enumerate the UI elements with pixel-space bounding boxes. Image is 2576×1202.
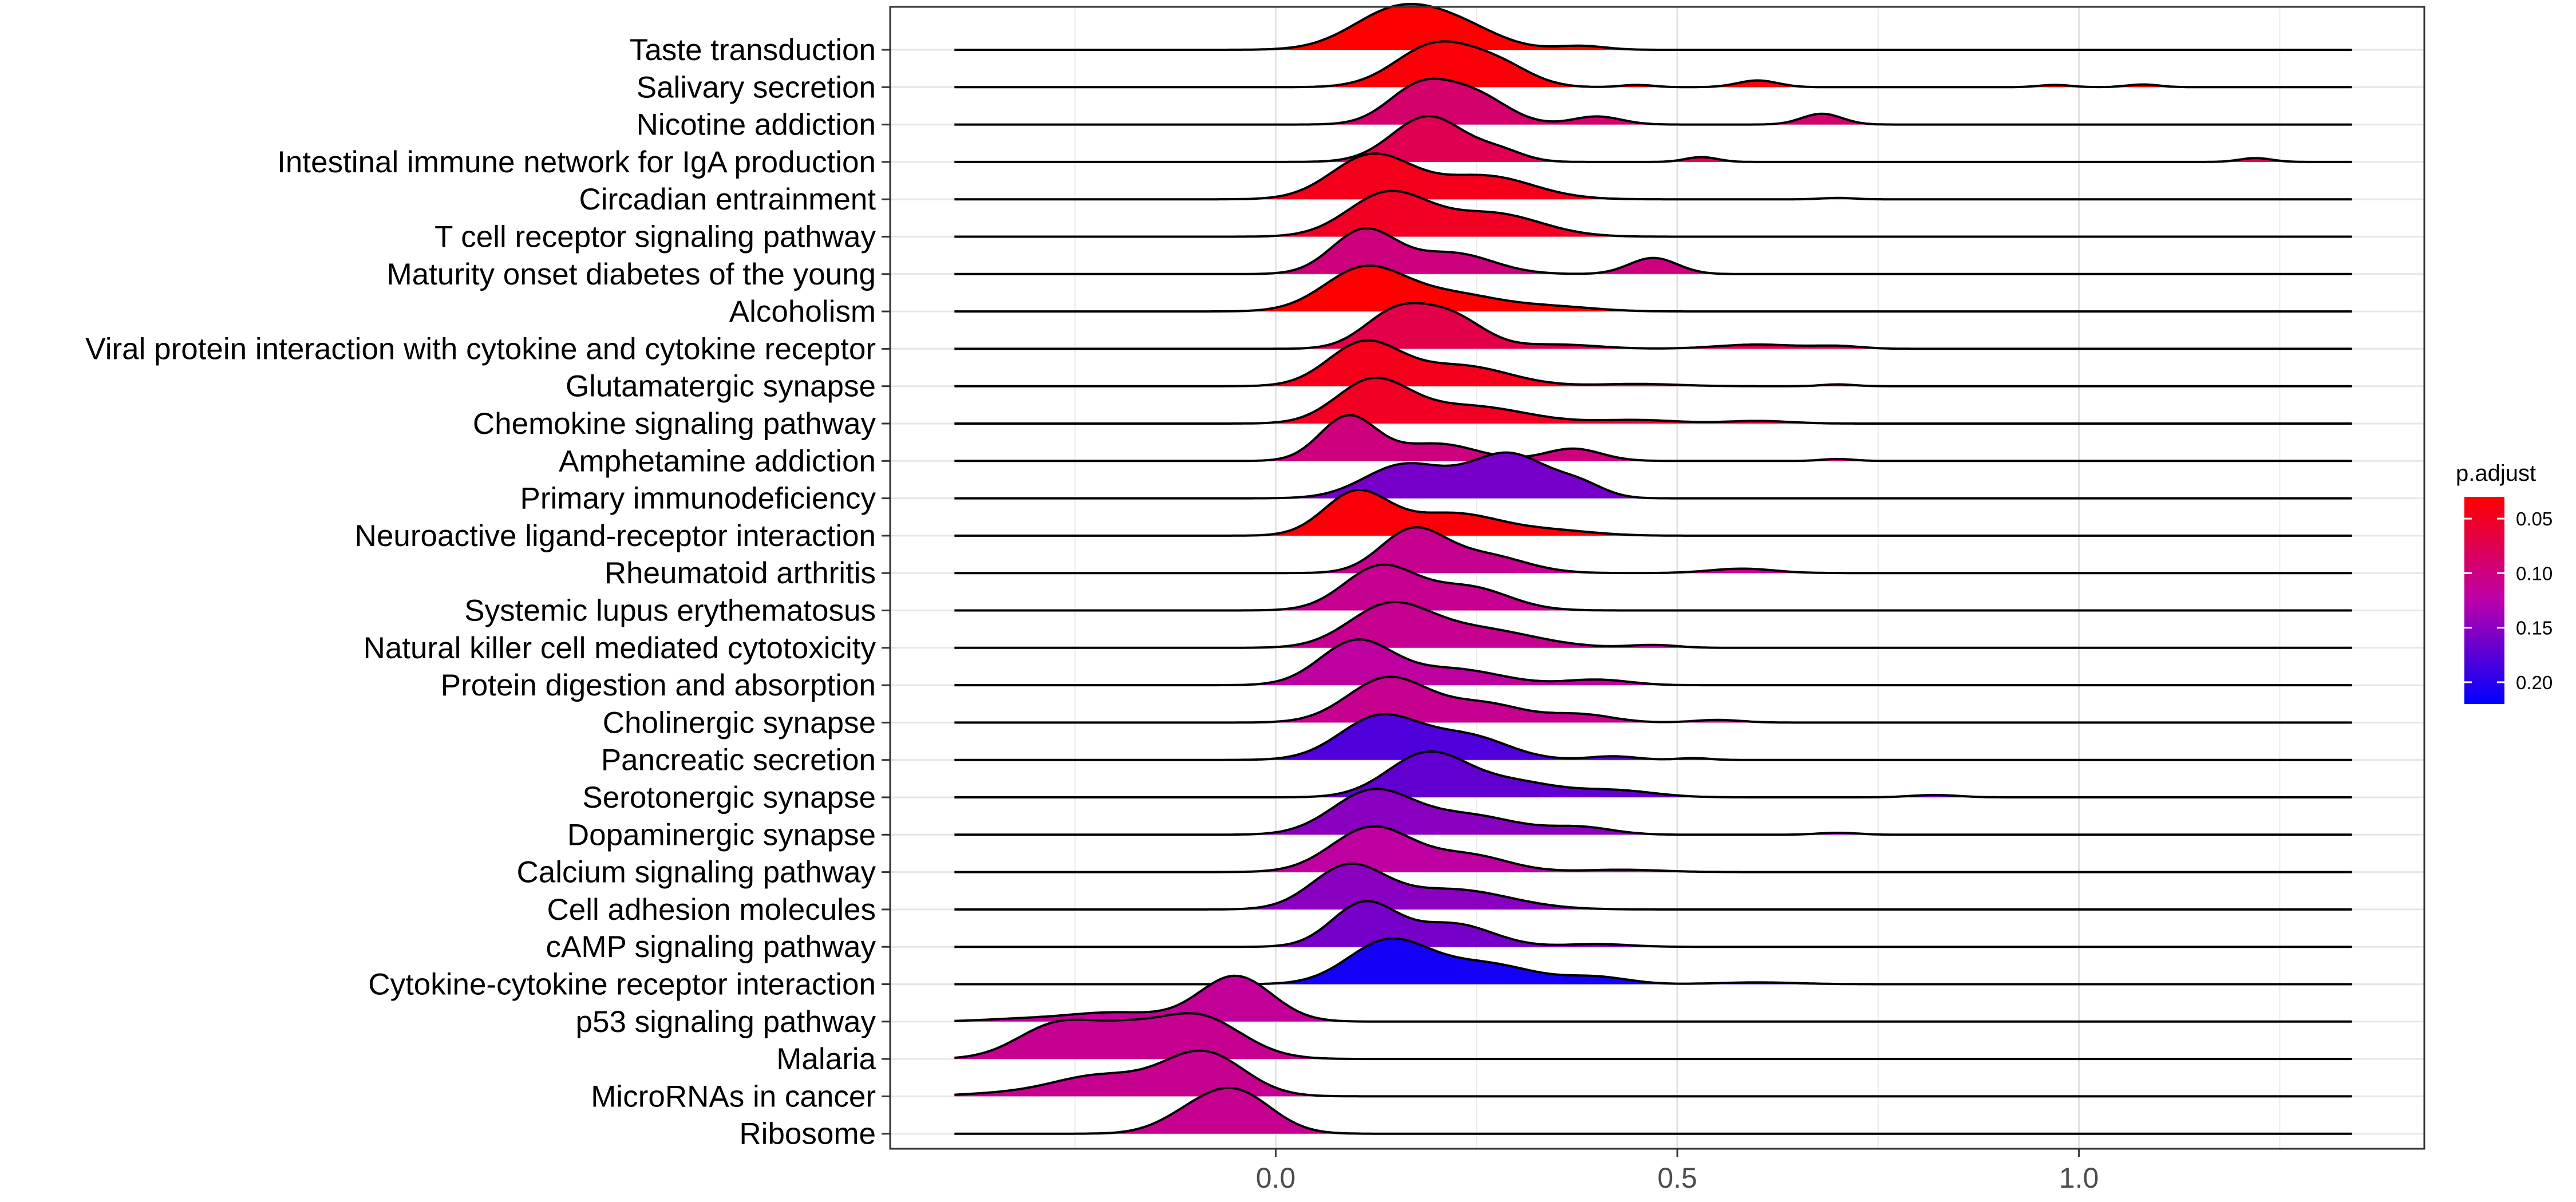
- y-axis-label: Cell adhesion molecules: [547, 893, 876, 927]
- ridge-outline: [954, 900, 2352, 948]
- ridge-outline: [954, 227, 2352, 275]
- panel-border: [889, 6, 2425, 1150]
- y-axis-label: Glutamatergic synapse: [566, 370, 876, 404]
- y-axis-label: Primary immunodeficiency: [520, 482, 876, 516]
- y-axis-label: Taste transduction: [630, 33, 876, 67]
- ridge-outline: [954, 189, 2352, 238]
- ridge-outline: [954, 713, 2352, 761]
- ridge-outline: [954, 488, 2352, 537]
- legend-colorbar: [2464, 497, 2504, 704]
- ridge-outline: [954, 600, 2352, 649]
- y-axis-label: Nicotine addiction: [637, 108, 876, 142]
- ridge-outline: [954, 788, 2352, 836]
- y-axis-label: Amphetamine addiction: [559, 444, 876, 478]
- ridge-fill: [954, 415, 2352, 461]
- x-axis-tick-label: 0.5: [1657, 1162, 1697, 1194]
- y-axis-label: Protein digestion and absorption: [441, 669, 876, 702]
- y-axis-label: Cholinergic synapse: [603, 706, 876, 740]
- ridge-outline: [954, 526, 2352, 575]
- ridge-outline: [954, 862, 2352, 911]
- y-axis-label: MicroRNAs in cancer: [591, 1080, 876, 1113]
- ridge-fill: [954, 228, 2352, 274]
- color-legend: p.adjust 0.05 0.10 0.15 0.20: [2456, 461, 2553, 704]
- ridge-outline: [954, 563, 2352, 612]
- ridge-outline: [954, 40, 2352, 89]
- y-axis-label: p53 signaling pathway: [576, 1005, 876, 1039]
- y-axis-label: Dopaminergic synapse: [567, 818, 876, 852]
- y-axis-label: Chemokine signaling pathway: [473, 407, 876, 441]
- ridge-outline: [954, 750, 2352, 798]
- legend-ticks: 0.05 0.10 0.15 0.20: [2464, 508, 2553, 693]
- ridge-fill: [954, 863, 2352, 910]
- y-axis-label: Viral protein interaction with cytokine …: [85, 332, 876, 366]
- legend-tick-label: 0.10: [2516, 563, 2553, 584]
- ridge-outline: [954, 1049, 2352, 1098]
- x-axis-tick-label: 1.0: [2059, 1162, 2099, 1194]
- y-axis-label: T cell receptor signaling pathway: [434, 220, 876, 254]
- legend-title: p.adjust: [2456, 461, 2536, 486]
- ridge-fill: [954, 266, 2352, 312]
- ridge-outline: [954, 825, 2352, 873]
- ridge-outline: [954, 1012, 2352, 1061]
- y-axis-label: Rheumatoid arthritis: [605, 556, 876, 590]
- y-axis-label: cAMP signaling pathway: [546, 930, 876, 964]
- legend-tick-label: 0.15: [2516, 618, 2553, 639]
- y-axis-label: Natural killer cell mediated cytotoxicit…: [364, 631, 876, 665]
- ridge-outline: [954, 264, 2352, 313]
- ridge-outline: [954, 302, 2352, 350]
- panel-background: [890, 7, 2424, 1149]
- y-axis-label: Cytokine-cytokine receptor interaction: [368, 968, 876, 1002]
- legend-tick-label: 0.05: [2516, 508, 2553, 529]
- y-axis-label: Ribosome: [739, 1117, 876, 1151]
- ridge-outline: [954, 1086, 2352, 1135]
- y-axis-label: Neuroactive ligand-receptor interaction: [355, 519, 876, 553]
- y-axis-label: Malaria: [776, 1042, 876, 1076]
- ridge-outline: [954, 339, 2352, 388]
- y-axis-label: Pancreatic secretion: [601, 744, 876, 777]
- ridge-outline: [954, 451, 2352, 500]
- legend-tick-label: 0.20: [2516, 672, 2553, 693]
- ridge-fill: [954, 639, 2352, 686]
- ridge-outline: [954, 675, 2352, 724]
- ridge-outline: [954, 974, 2352, 1023]
- y-axis-label: Intestinal immune network for IgA produc…: [277, 145, 876, 179]
- density-ridges: [954, 2, 2352, 1135]
- y-axis-label: Systemic lupus erythematosus: [464, 594, 876, 628]
- ridge-outline: [954, 2, 2352, 51]
- ridge-outline: [954, 152, 2352, 201]
- y-axis-label: Maturity onset diabetes of the young: [387, 258, 876, 291]
- y-axis-label: Circadian entrainment: [579, 183, 876, 216]
- ridge-fill: [954, 1050, 2352, 1097]
- ridge-outline: [954, 414, 2352, 462]
- y-axis-label: Calcium signaling pathway: [517, 856, 876, 889]
- ridge-fill: [954, 975, 2352, 1022]
- x-axis: 0.0 0.5 1.0: [1256, 1149, 2099, 1194]
- ridge-fill: [954, 1088, 2352, 1134]
- ridge-outline: [954, 937, 2352, 986]
- y-axis-label: Salivary secretion: [637, 70, 876, 104]
- ridge-outline: [954, 376, 2352, 425]
- ridge-outline: [954, 77, 2352, 126]
- ridge-fill: [954, 1013, 2352, 1059]
- x-axis-tick-label: 0.0: [1256, 1162, 1296, 1194]
- ridge-outline: [954, 114, 2352, 163]
- ridge-outline: [954, 638, 2352, 687]
- y-axis-label: Alcoholism: [729, 295, 876, 329]
- y-axis-label: Serotonergic synapse: [582, 781, 876, 814]
